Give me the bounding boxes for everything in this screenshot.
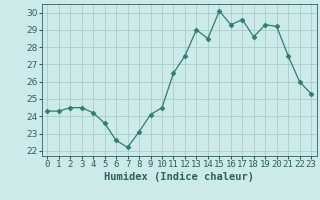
X-axis label: Humidex (Indice chaleur): Humidex (Indice chaleur) [104,172,254,182]
